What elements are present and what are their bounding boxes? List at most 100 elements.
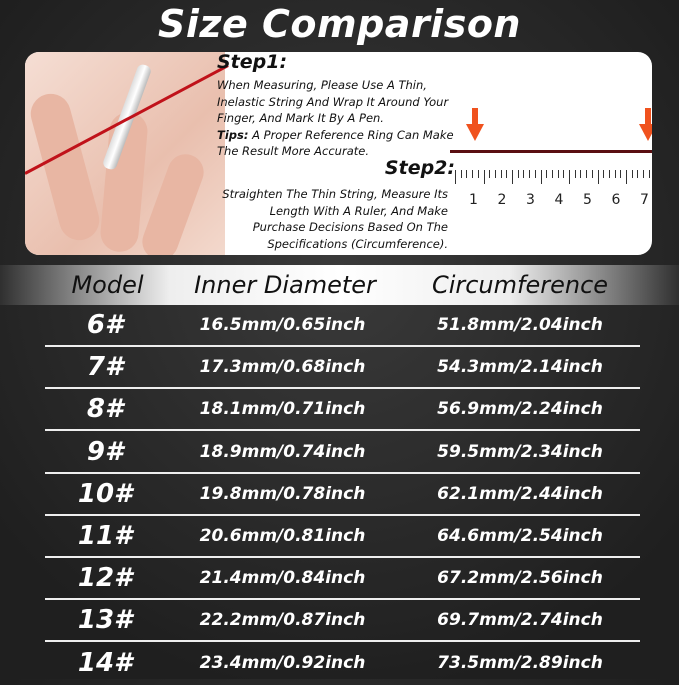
- inner-diameter-cell: 19.8mm/0.78inch: [199, 483, 366, 504]
- measured-string: [450, 150, 652, 153]
- ruler-tick: [529, 170, 531, 178]
- model-cell: 12#: [77, 563, 133, 594]
- ruler-tick: [455, 170, 456, 184]
- row-divider: [45, 556, 640, 558]
- arrow-down-icon: [466, 108, 484, 146]
- ruler-tick: [569, 170, 570, 184]
- table-row: 6# 16.5mm/0.65inch 51.8mm/2.04inch: [0, 305, 679, 347]
- header-inner-diameter: Inner Diameter: [194, 271, 376, 299]
- tips-text: A Proper Reference Ring Can Make The Res…: [217, 127, 454, 159]
- ruler-tick: [500, 170, 502, 178]
- ruler-number: 1: [469, 192, 478, 208]
- page-title: Size Comparison: [158, 2, 521, 46]
- ruler-tick: [534, 170, 536, 178]
- inner-diameter-cell: 22.2mm/0.87inch: [199, 610, 366, 631]
- ruler-tick: [597, 170, 599, 184]
- ruler-tick: [506, 170, 508, 178]
- inner-diameter-cell: 17.3mm/0.68inch: [199, 357, 366, 378]
- ruler-number: 2: [497, 192, 507, 208]
- ruler-tick: [574, 170, 576, 178]
- inner-diameter-cell: 20.6mm/0.81inch: [199, 526, 366, 546]
- step1-text: When Measuring, Please Use A Thin, Inela…: [217, 78, 449, 125]
- model-cell: 6#: [86, 310, 124, 340]
- table-row: 14# 23.4mm/0.92inch 73.5mm/2.89inch: [0, 643, 679, 685]
- circumference-cell: 56.9mm/2.24inch: [437, 399, 603, 420]
- ruler-tick: [494, 170, 496, 178]
- step2-heading: Step2:: [384, 157, 455, 179]
- ruler-tick: [466, 170, 468, 178]
- circumference-cell: 62.1mm/2.44inch: [437, 483, 603, 504]
- model-cell: 8#: [86, 394, 124, 425]
- ruler-tick: [563, 170, 565, 178]
- inner-diameter-cell: 23.4mm/0.92inch: [199, 652, 366, 673]
- ruler-tick: [477, 170, 479, 178]
- ruler-tick: [460, 170, 462, 178]
- circumference-cell: 54.3mm/2.14inch: [437, 357, 603, 378]
- circumference-cell: 73.5mm/2.89inch: [437, 652, 603, 673]
- table-row: 8# 18.1mm/0.71inch 56.9mm/2.24inch: [0, 389, 679, 431]
- ruler-tick: [648, 170, 650, 178]
- row-divider: [45, 598, 640, 601]
- model-cell: 14#: [77, 647, 133, 678]
- inner-diameter-cell: 21.4mm/0.84inch: [199, 568, 366, 589]
- ruler-number: 3: [526, 192, 535, 208]
- row-divider: [45, 345, 640, 347]
- ruler-number: 5: [583, 192, 592, 208]
- ruler-tick: [483, 170, 485, 184]
- model-cell: 11#: [77, 521, 133, 551]
- ruler-number: 4: [554, 192, 564, 208]
- circumference-cell: 69.7mm/2.74inch: [437, 610, 603, 631]
- ruler-tick: [546, 170, 548, 178]
- ruler-tick: [540, 170, 542, 184]
- inner-diameter-cell: 16.5mm/0.65inch: [199, 315, 366, 335]
- model-cell: 13#: [77, 605, 133, 636]
- circumference-cell: 67.2mm/2.56inch: [437, 568, 603, 589]
- ruler-tick: [626, 170, 627, 184]
- table-row: 12# 21.4mm/0.84inch 67.2mm/2.56inch: [0, 558, 679, 600]
- ruler-tick: [523, 170, 525, 178]
- ruler-tick: [614, 170, 616, 178]
- model-cell: 10#: [77, 478, 133, 509]
- circumference-cell: 51.8mm/2.04inch: [437, 315, 603, 335]
- model-cell: 7#: [86, 352, 124, 383]
- ruler-tick: [512, 170, 513, 184]
- hand-measuring-image: [25, 52, 229, 255]
- inner-diameter-cell: 18.9mm/0.74inch: [199, 441, 366, 462]
- ruler-tick: [551, 170, 553, 178]
- ruler-tick: [517, 170, 519, 178]
- circumference-cell: 64.6mm/2.54inch: [437, 526, 603, 546]
- row-divider: [45, 640, 640, 643]
- step2-text: Straighten The Thin String, Measure Its …: [222, 187, 448, 251]
- table-row: 13# 22.2mm/0.87inch 69.7mm/2.74inch: [0, 600, 679, 642]
- ruler-tick: [489, 170, 491, 178]
- ruler-tick: [603, 170, 605, 178]
- circumference-cell: 59.5mm/2.34inch: [437, 441, 603, 462]
- ruler-tick: [620, 170, 622, 178]
- instruction-card: Step1: When Measuring, Please Use A Thin…: [25, 52, 652, 255]
- model-cell: 9#: [86, 436, 124, 467]
- ruler-tick: [580, 170, 582, 178]
- ruler-tick: [637, 170, 639, 178]
- inner-diameter-cell: 18.1mm/0.71inch: [199, 399, 366, 420]
- table-row: 11# 20.6mm/0.81inch 64.6mm/2.54inch: [0, 516, 679, 558]
- table-header-band: [0, 265, 679, 305]
- ruler-tick: [608, 170, 610, 178]
- header-model: Model: [71, 271, 144, 299]
- table-row: 7# 17.3mm/0.68inch 54.3mm/2.14inch: [0, 347, 679, 389]
- tips-label: Tips:: [217, 127, 249, 142]
- ruler-tick: [586, 170, 588, 178]
- step1-heading: Step1:: [217, 52, 288, 73]
- ruler-tick: [472, 170, 474, 178]
- table-row: 10# 19.8mm/0.78inch 62.1mm/2.44inch: [0, 474, 679, 516]
- row-divider: [45, 387, 640, 390]
- ruler-tick: [591, 170, 593, 178]
- row-divider: [45, 429, 640, 432]
- ruler-number: 7: [640, 192, 649, 208]
- ruler-tick: [631, 170, 633, 178]
- table-row: 9# 18.9mm/0.74inch 59.5mm/2.34inch: [0, 432, 679, 474]
- ruler: [455, 170, 652, 192]
- row-divider: [45, 513, 640, 516]
- arrow-down-icon: [639, 108, 652, 146]
- row-divider: [45, 471, 640, 474]
- ruler-tick: [643, 170, 645, 178]
